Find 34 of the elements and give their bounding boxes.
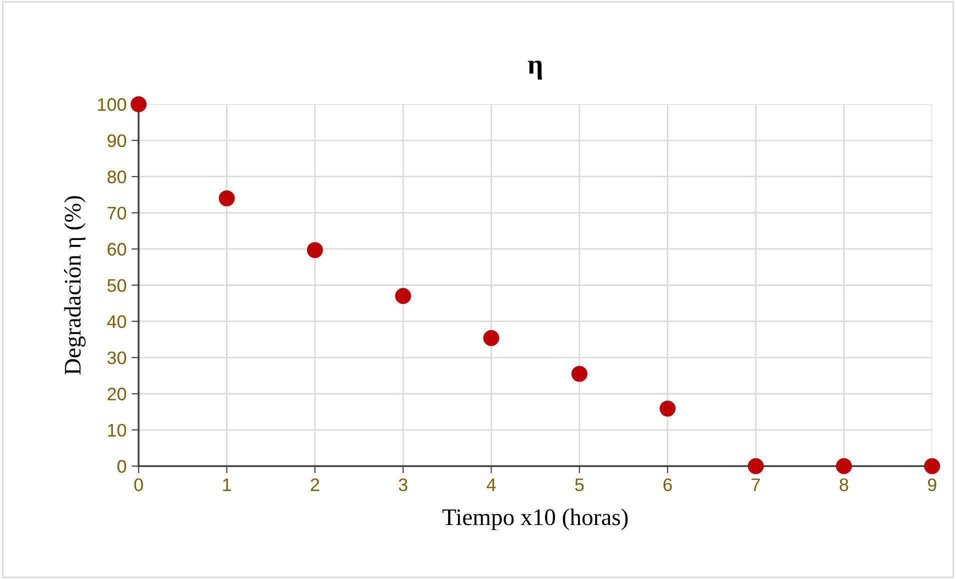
point (571, 366, 588, 382)
y-tick-label: 10 (108, 424, 126, 437)
x-tick-label: 1 (223, 478, 231, 491)
y-tick-label: 0 (117, 460, 126, 473)
y-tick-label: 80 (108, 170, 126, 184)
x-tick-label: 0 (134, 478, 143, 492)
x-axis-title: Tiempo x10 (horas) (442, 508, 628, 530)
y-tick-label: 70 (108, 206, 126, 220)
y-tick-label: 20 (108, 388, 126, 400)
x-tick-label: 6 (664, 478, 672, 492)
point (836, 458, 852, 474)
point (218, 190, 235, 206)
point (130, 96, 147, 112)
point (306, 242, 323, 258)
y-tick-label: 50 (107, 279, 126, 292)
y-tick-label: 60 (108, 242, 126, 256)
x-tick-label: 4 (486, 478, 496, 491)
point (395, 288, 412, 304)
x-tick-label: 8 (840, 478, 848, 492)
chart-title: η (528, 60, 542, 80)
point (483, 330, 500, 346)
x-tick-label: 9 (928, 478, 936, 492)
y-axis-title: Degradación η (%) (64, 196, 86, 375)
point (660, 400, 676, 417)
y-tick-label: 90 (108, 134, 126, 148)
x-tick-label: 3 (398, 478, 408, 492)
y-tick-label: 30 (107, 351, 126, 364)
y-tick-label: 100 (98, 98, 126, 111)
x-tick-label: 2 (310, 478, 320, 491)
point (748, 458, 764, 474)
point (924, 458, 940, 474)
x-tick-label: 5 (575, 478, 584, 492)
x-tick-label: 7 (752, 478, 760, 491)
y-tick-label: 40 (107, 315, 126, 328)
